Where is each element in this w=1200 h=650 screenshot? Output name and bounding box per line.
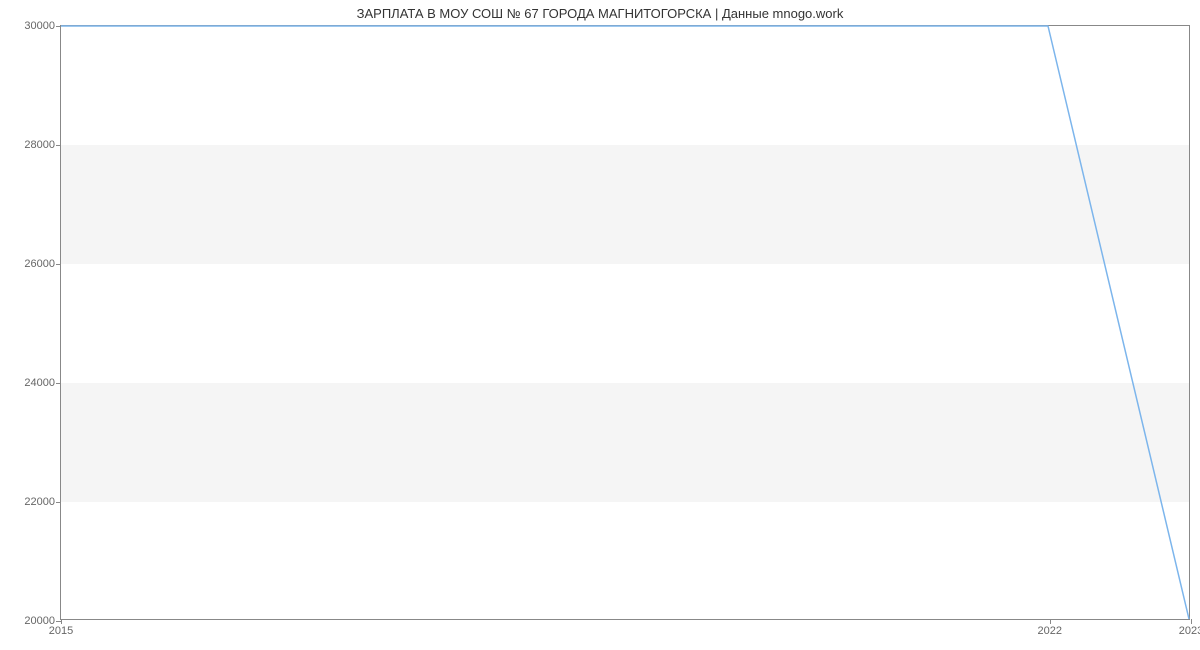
x-tick-label: 2023 xyxy=(1179,619,1200,637)
series-layer xyxy=(61,26,1189,619)
series-line xyxy=(61,26,1189,619)
x-tick-mark xyxy=(61,619,62,624)
salary-line-chart: ЗАРПЛАТА В МОУ СОШ № 67 ГОРОДА МАГНИТОГО… xyxy=(0,0,1200,650)
x-tick-mark xyxy=(1050,619,1051,624)
plot-area: 2000022000240002600028000300002015202220… xyxy=(60,25,1190,620)
x-tick-mark xyxy=(1191,619,1192,624)
chart-title: ЗАРПЛАТА В МОУ СОШ № 67 ГОРОДА МАГНИТОГО… xyxy=(0,6,1200,21)
